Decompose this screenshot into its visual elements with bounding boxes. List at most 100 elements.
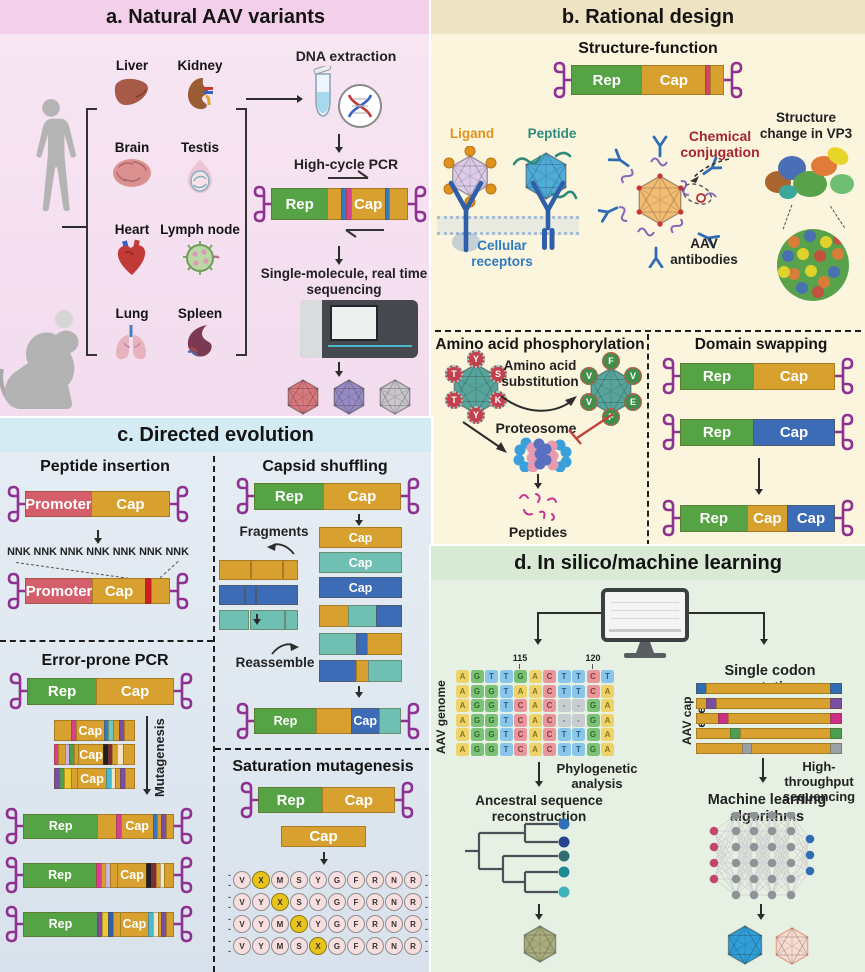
aa-circle: Y xyxy=(252,893,270,911)
base-cell: A xyxy=(456,684,469,698)
sequencing-label: Single-molecule, real time sequencing xyxy=(260,266,428,297)
base-cell: C xyxy=(514,728,527,741)
base-cell: C xyxy=(586,670,600,683)
aa-circle: R xyxy=(366,893,384,911)
segment-stripe xyxy=(696,713,719,724)
gene-segment: Rep xyxy=(254,482,325,510)
aa-circle: Y xyxy=(309,915,327,933)
chimeric-cap-bar xyxy=(319,660,402,682)
arrow-down xyxy=(757,904,765,920)
antibody-decoration-icon xyxy=(598,135,722,268)
base-cell: T xyxy=(601,670,614,683)
phylogenetic-analysis-label: Phylogenetic analysis xyxy=(556,761,638,791)
kidney-icon xyxy=(188,78,213,110)
aa-circle: F xyxy=(347,893,365,911)
base-cell: T xyxy=(557,742,571,756)
chemical-conjugation-label: Chemical conjugation xyxy=(680,128,760,161)
itr-icon xyxy=(659,498,683,538)
aa-circle: Y xyxy=(309,871,327,889)
itr-icon xyxy=(233,476,257,516)
segment-stripe xyxy=(696,743,743,754)
base-cell: G xyxy=(586,728,600,741)
human-silhouette-icon xyxy=(36,99,76,212)
base-cell: A xyxy=(601,742,614,756)
brain-icon xyxy=(113,159,151,187)
fragments-label: Fragments xyxy=(239,524,309,539)
base-cell: T xyxy=(499,728,513,741)
base-cell: T xyxy=(572,684,585,698)
itr-icon xyxy=(172,806,196,846)
aa-circle: G xyxy=(328,893,346,911)
itr-icon xyxy=(406,184,430,224)
cap-bar: Cap xyxy=(281,826,366,847)
separator xyxy=(213,456,215,972)
cap-gene-bar xyxy=(696,728,842,739)
gene-segment: Cap xyxy=(90,491,170,517)
itr-icon xyxy=(168,484,192,524)
segment-stripe xyxy=(829,728,842,739)
residue-circle: Y xyxy=(467,350,485,368)
itr-icon xyxy=(399,701,423,741)
liver-icon xyxy=(114,78,148,105)
segment-stripe xyxy=(751,743,831,754)
aa-circle: V xyxy=(233,937,251,955)
spleen-icon xyxy=(187,325,212,357)
segment-stripe xyxy=(705,683,831,694)
aa-circle: Y xyxy=(252,915,270,933)
aa-circle: R xyxy=(404,915,422,933)
gene-segment: Promoter xyxy=(25,578,94,604)
segment-stripe xyxy=(54,720,73,741)
gene-segment: Rep xyxy=(23,911,98,937)
base-cell: T xyxy=(557,670,571,683)
vp3-capsid-sphere-icon xyxy=(777,229,849,301)
domain-construct-gold: Rep Cap xyxy=(659,354,857,398)
base-cell: A xyxy=(456,742,469,756)
segment-stripe xyxy=(319,605,350,627)
separator xyxy=(435,330,861,332)
arrow-down xyxy=(94,530,102,544)
base-cell: T xyxy=(499,742,513,756)
arrow-down xyxy=(355,686,363,698)
gene-segment: Rep xyxy=(27,677,98,705)
segment-stripe xyxy=(315,708,352,734)
aa-circle: Y xyxy=(252,937,270,955)
inhibition-arrow-icon xyxy=(568,413,614,445)
base-cell: A xyxy=(601,684,614,698)
rep-cap-construct: Rep Cap xyxy=(250,182,430,226)
residue-circle: F xyxy=(602,408,620,426)
gene-segment: Cap xyxy=(77,768,107,789)
base-cell: C xyxy=(543,684,556,698)
base-cell: T xyxy=(499,699,513,712)
segment-stripe xyxy=(829,698,842,709)
cap-serotype-bar: Cap xyxy=(319,527,402,548)
residue-circle: V xyxy=(580,393,598,411)
itr-icon xyxy=(833,412,857,452)
gene-segment: Cap xyxy=(120,911,149,937)
bracket-left xyxy=(86,108,97,356)
position-120-label: 120 xyxy=(585,653,601,663)
aa-circle: X xyxy=(309,937,327,955)
fragments-row xyxy=(219,560,299,580)
reassemble-label: Reassemble xyxy=(235,655,315,670)
curved-arrow-icon xyxy=(271,643,299,655)
base-cell: A xyxy=(528,670,542,683)
base-cell: C xyxy=(543,742,556,756)
ml-algorithms-label: Machine learning algorithms xyxy=(707,792,827,825)
promoter-cap-insert-construct: Promoter Cap xyxy=(4,569,192,613)
segment-stripe xyxy=(283,560,299,580)
itr-icon xyxy=(722,60,746,100)
itr-icon xyxy=(2,904,26,944)
segment-stripe xyxy=(366,633,403,655)
residue-circle: S xyxy=(489,365,507,383)
mutant-cap-bar: Cap xyxy=(54,720,135,741)
segment-stripe xyxy=(378,708,401,734)
segment-stripe xyxy=(123,720,135,741)
base-cell: - xyxy=(557,699,571,712)
receptor-icon xyxy=(530,180,566,250)
segment-stripe xyxy=(122,744,136,765)
